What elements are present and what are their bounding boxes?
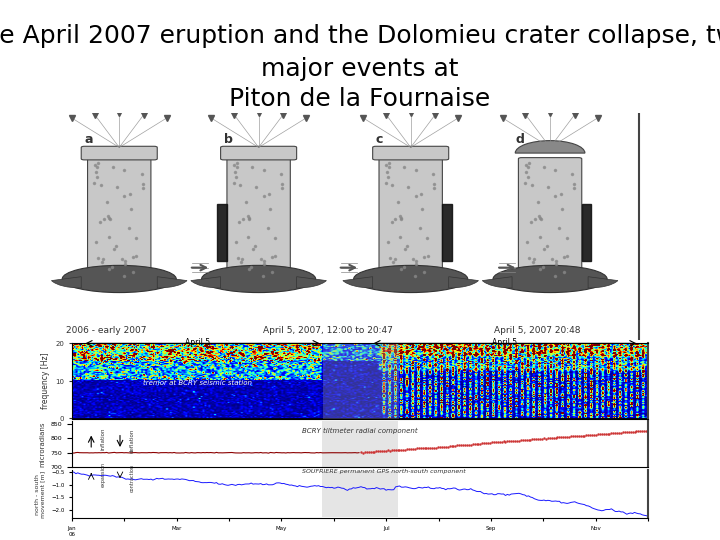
Wedge shape: [516, 140, 585, 153]
FancyBboxPatch shape: [227, 158, 290, 285]
Wedge shape: [297, 276, 326, 288]
Wedge shape: [588, 276, 618, 288]
Text: major events at: major events at: [261, 57, 459, 80]
Y-axis label: frequency [Hz]: frequency [Hz]: [41, 353, 50, 409]
Wedge shape: [191, 276, 220, 288]
Text: tremor at BCRY seismic station: tremor at BCRY seismic station: [143, 380, 252, 386]
Text: deflation: deflation: [130, 429, 135, 454]
Text: SOUFRIERE permanent GPS north-south component: SOUFRIERE permanent GPS north-south comp…: [302, 469, 466, 474]
Text: April 5: April 5: [185, 338, 210, 347]
Ellipse shape: [202, 265, 315, 293]
Bar: [322, 471, 398, 517]
Wedge shape: [51, 276, 81, 288]
Y-axis label: north - south
movement [m]: north - south movement [m]: [35, 470, 45, 518]
Text: 2006 - early 2007: 2006 - early 2007: [66, 326, 147, 335]
Wedge shape: [343, 276, 373, 288]
Polygon shape: [582, 204, 591, 261]
Text: inflation: inflation: [101, 427, 106, 450]
FancyBboxPatch shape: [373, 146, 449, 160]
Text: a: a: [84, 133, 93, 146]
Ellipse shape: [493, 265, 607, 293]
FancyBboxPatch shape: [518, 158, 582, 285]
Text: April 5, 2007, 12:00 to 20:47: April 5, 2007, 12:00 to 20:47: [264, 326, 393, 335]
FancyBboxPatch shape: [379, 158, 442, 285]
Text: The April 2007 eruption and the Dolomieu crater collapse, two: The April 2007 eruption and the Dolomieu…: [0, 24, 720, 48]
Polygon shape: [217, 204, 227, 261]
Text: c: c: [376, 133, 383, 146]
FancyBboxPatch shape: [81, 146, 157, 160]
Text: April 5, 2007 20:48: April 5, 2007 20:48: [494, 326, 580, 335]
Bar: [323, 342, 400, 418]
Polygon shape: [442, 204, 452, 261]
Bar: [322, 418, 398, 469]
Wedge shape: [449, 276, 479, 288]
Text: BCRY tiltmeter radial component: BCRY tiltmeter radial component: [302, 428, 418, 434]
Text: Piton de la Fournaise: Piton de la Fournaise: [230, 87, 490, 111]
Ellipse shape: [354, 265, 468, 293]
FancyBboxPatch shape: [220, 146, 297, 160]
FancyBboxPatch shape: [88, 158, 151, 285]
Text: b: b: [224, 133, 233, 146]
Ellipse shape: [62, 265, 176, 293]
Text: contraction: contraction: [130, 464, 135, 491]
Wedge shape: [157, 276, 187, 288]
Y-axis label: microradians: microradians: [39, 421, 45, 467]
Wedge shape: [482, 276, 512, 288]
Text: d: d: [516, 133, 524, 146]
Text: expansion: expansion: [101, 462, 106, 487]
Text: April 5: April 5: [492, 338, 518, 347]
